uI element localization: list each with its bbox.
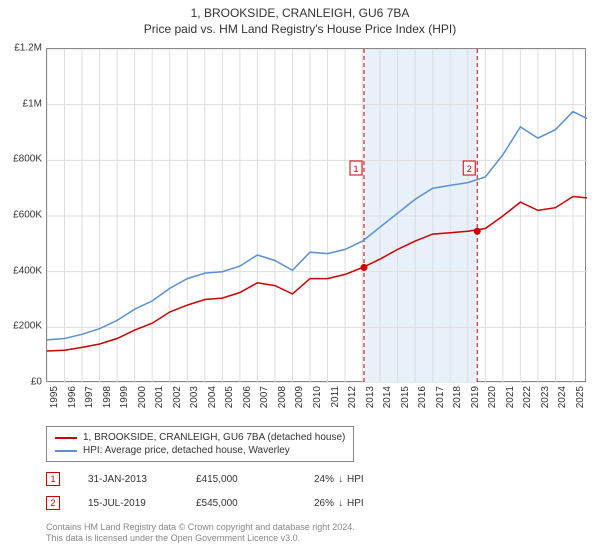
y-tick-label: £600K xyxy=(4,210,42,221)
down-arrow-icon: ↓ xyxy=(338,474,343,485)
legend-label-2: HPI: Average price, detached house, Wave… xyxy=(83,445,290,456)
x-tick-label: 2017 xyxy=(435,386,446,408)
sale-date-1: 31-JAN-2013 xyxy=(88,474,168,485)
x-tick-label: 2013 xyxy=(365,386,376,408)
x-tick-label: 2015 xyxy=(400,386,411,408)
y-tick-label: £400K xyxy=(4,265,42,276)
x-tick-label: 2000 xyxy=(137,386,148,408)
x-tick-label: 2007 xyxy=(259,386,270,408)
x-tick-label: 2020 xyxy=(487,386,498,408)
sale-badge-1: 1 xyxy=(46,472,60,486)
figure-container: 1, BROOKSIDE, CRANLEIGH, GU6 7BA Price p… xyxy=(0,0,600,560)
svg-text:1: 1 xyxy=(353,164,358,174)
x-tick-label: 2008 xyxy=(277,386,288,408)
legend-swatch-2 xyxy=(55,450,77,452)
chart-area: 12 xyxy=(46,48,586,382)
x-tick-label: 2004 xyxy=(207,386,218,408)
x-tick-label: 2023 xyxy=(540,386,551,408)
y-tick-label: £200K xyxy=(4,321,42,332)
x-tick-label: 2022 xyxy=(522,386,533,408)
svg-text:2: 2 xyxy=(467,164,472,174)
title-line-1: 1, BROOKSIDE, CRANLEIGH, GU6 7BA xyxy=(0,6,600,20)
x-tick-label: 2024 xyxy=(557,386,568,408)
sale-hpi-1: 24% ↓ HPI xyxy=(294,474,364,485)
legend-row: 1, BROOKSIDE, CRANLEIGH, GU6 7BA (detach… xyxy=(55,431,345,444)
x-tick-label: 1999 xyxy=(119,386,130,408)
x-tick-label: 2021 xyxy=(505,386,516,408)
y-tick-label: £1.2M xyxy=(4,43,42,54)
x-tick-label: 2014 xyxy=(382,386,393,408)
footnote-line-1: Contains HM Land Registry data © Crown c… xyxy=(46,522,355,533)
x-tick-label: 2025 xyxy=(575,386,586,408)
x-tick-label: 1996 xyxy=(67,386,78,408)
chart-svg: 12 xyxy=(47,49,587,383)
table-row: 2 15-JUL-2019 £545,000 26% ↓ HPI xyxy=(46,494,364,512)
x-tick-label: 2003 xyxy=(189,386,200,408)
x-tick-label: 2006 xyxy=(242,386,253,408)
title-line-2: Price paid vs. HM Land Registry's House … xyxy=(0,22,600,36)
legend-box: 1, BROOKSIDE, CRANLEIGH, GU6 7BA (detach… xyxy=(46,426,354,462)
x-tick-label: 2009 xyxy=(294,386,305,408)
x-tick-label: 2016 xyxy=(417,386,428,408)
footnote-line-2: This data is licensed under the Open Gov… xyxy=(46,533,355,544)
y-tick-label: £0 xyxy=(4,377,42,388)
x-tick-label: 2012 xyxy=(347,386,358,408)
x-tick-label: 2005 xyxy=(224,386,235,408)
x-tick-label: 2019 xyxy=(470,386,481,408)
x-tick-label: 2018 xyxy=(452,386,463,408)
y-tick-label: £800K xyxy=(4,154,42,165)
table-row: 1 31-JAN-2013 £415,000 24% ↓ HPI xyxy=(46,470,364,488)
down-arrow-icon: ↓ xyxy=(338,498,343,509)
x-tick-label: 1995 xyxy=(49,386,60,408)
legend-label-1: 1, BROOKSIDE, CRANLEIGH, GU6 7BA (detach… xyxy=(83,432,345,443)
y-tick-label: £1M xyxy=(4,98,42,109)
sale-hpi-2: 26% ↓ HPI xyxy=(294,498,364,509)
title-block: 1, BROOKSIDE, CRANLEIGH, GU6 7BA Price p… xyxy=(0,0,600,36)
sale-date-2: 15-JUL-2019 xyxy=(88,498,168,509)
sale-badge-2: 2 xyxy=(46,496,60,510)
x-tick-label: 1998 xyxy=(102,386,113,408)
x-tick-label: 2011 xyxy=(330,386,341,408)
x-tick-label: 1997 xyxy=(84,386,95,408)
sale-price-2: £545,000 xyxy=(196,498,266,509)
legend-row: HPI: Average price, detached house, Wave… xyxy=(55,444,345,457)
legend-swatch-1 xyxy=(55,437,77,439)
sale-table: 1 31-JAN-2013 £415,000 24% ↓ HPI 2 15-JU… xyxy=(46,470,364,518)
sale-price-1: £415,000 xyxy=(196,474,266,485)
x-tick-label: 2002 xyxy=(172,386,183,408)
x-tick-label: 2001 xyxy=(154,386,165,408)
footnote: Contains HM Land Registry data © Crown c… xyxy=(46,522,355,545)
x-tick-label: 2010 xyxy=(312,386,323,408)
